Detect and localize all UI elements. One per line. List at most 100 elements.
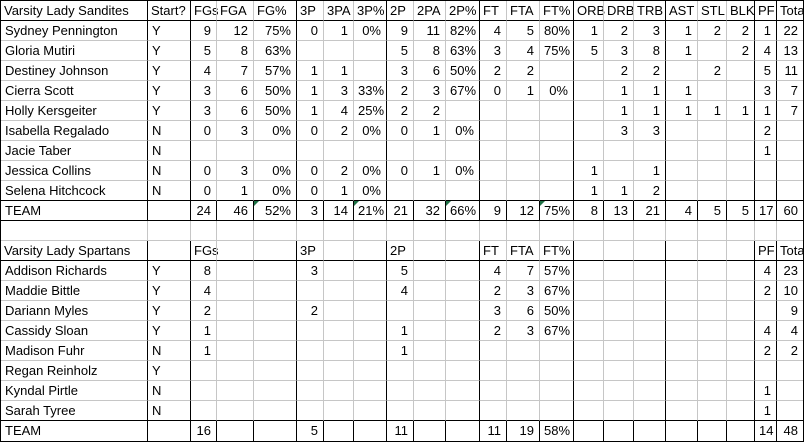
- header-cell[interactable]: 3P: [296, 1, 323, 21]
- stat-cell[interactable]: [413, 361, 445, 381]
- team-total-cell[interactable]: 46: [216, 201, 253, 221]
- empty-cell[interactable]: [603, 221, 633, 241]
- team-total-cell[interactable]: [353, 421, 386, 441]
- team-total-cell[interactable]: 3: [296, 201, 323, 221]
- team-total-cell[interactable]: 52%: [253, 201, 296, 221]
- stat-cell[interactable]: 22: [776, 21, 803, 41]
- team-total-cell[interactable]: 11: [386, 421, 413, 441]
- stat-cell[interactable]: 2: [190, 301, 216, 321]
- stat-cell[interactable]: [603, 281, 633, 301]
- stat-cell[interactable]: [603, 261, 633, 281]
- starter-cell[interactable]: N: [147, 161, 190, 181]
- table-title-cell[interactable]: Varsity Lady Spartans: [1, 241, 147, 261]
- stat-cell[interactable]: [253, 281, 296, 301]
- stat-cell[interactable]: 2: [697, 21, 726, 41]
- stat-cell[interactable]: 4: [190, 61, 216, 81]
- stat-cell[interactable]: 10: [776, 281, 803, 301]
- stat-cell[interactable]: 2: [323, 121, 353, 141]
- stat-cell[interactable]: [573, 321, 603, 341]
- stat-cell[interactable]: 1: [323, 21, 353, 41]
- stat-cell[interactable]: 1: [665, 81, 697, 101]
- stat-cell[interactable]: 1: [603, 81, 633, 101]
- stat-cell[interactable]: [386, 361, 413, 381]
- header-cell[interactable]: ORB: [573, 1, 605, 21]
- team-total-cell[interactable]: [413, 421, 445, 441]
- stat-cell[interactable]: 8: [216, 41, 253, 61]
- stat-cell[interactable]: 82%: [445, 21, 479, 41]
- empty-cell[interactable]: [506, 221, 539, 241]
- stat-cell[interactable]: 8: [633, 41, 665, 61]
- stat-cell[interactable]: [726, 321, 754, 341]
- header-cell[interactable]: [323, 241, 353, 261]
- stat-cell[interactable]: [506, 161, 539, 181]
- stat-cell[interactable]: 2: [776, 341, 803, 361]
- team-label-cell[interactable]: TEAM: [5, 423, 42, 438]
- player-name-cell[interactable]: Jessica Collins: [1, 161, 147, 181]
- stat-cell[interactable]: [726, 361, 754, 381]
- stat-cell[interactable]: [445, 281, 479, 301]
- team-total-cell[interactable]: 48: [776, 421, 803, 441]
- stat-cell[interactable]: [386, 181, 413, 201]
- stat-cell[interactable]: 7: [216, 61, 253, 81]
- stat-cell[interactable]: [445, 381, 479, 401]
- stat-cell[interactable]: [323, 361, 353, 381]
- stat-cell[interactable]: 50%: [445, 61, 479, 81]
- team-total-cell[interactable]: [323, 421, 353, 441]
- team-total-cell[interactable]: 11: [479, 421, 506, 441]
- stat-cell[interactable]: [539, 401, 573, 421]
- stat-cell[interactable]: [296, 321, 323, 341]
- header-cell[interactable]: [413, 241, 445, 261]
- stat-cell[interactable]: [506, 401, 539, 421]
- stat-cell[interactable]: [697, 341, 726, 361]
- stat-cell[interactable]: [296, 141, 323, 161]
- stat-cell[interactable]: 3: [296, 261, 323, 281]
- header-cell[interactable]: FT%: [539, 1, 573, 21]
- header-cell[interactable]: [445, 241, 479, 261]
- stat-cell[interactable]: 1: [573, 181, 603, 201]
- stat-cell[interactable]: [296, 341, 323, 361]
- stat-cell[interactable]: 7: [506, 261, 539, 281]
- starter-cell[interactable]: N: [147, 121, 190, 141]
- stat-cell[interactable]: 0%: [539, 81, 573, 101]
- stat-cell[interactable]: [573, 101, 603, 121]
- stat-cell[interactable]: 1: [190, 321, 216, 341]
- empty-cell[interactable]: [726, 221, 754, 241]
- stat-cell[interactable]: [253, 401, 296, 421]
- starter-cell[interactable]: Y: [147, 21, 190, 41]
- stat-cell[interactable]: [776, 381, 803, 401]
- empty-cell[interactable]: [479, 221, 506, 241]
- team-total-cell[interactable]: [253, 421, 296, 441]
- stat-cell[interactable]: 1: [296, 101, 323, 121]
- stat-cell[interactable]: 1: [754, 101, 776, 121]
- stat-cell[interactable]: 23: [776, 261, 803, 281]
- stat-cell[interactable]: 0: [190, 161, 216, 181]
- header-cell[interactable]: FGs: [190, 241, 219, 261]
- stat-cell[interactable]: 11: [413, 21, 445, 41]
- stat-cell[interactable]: [697, 401, 726, 421]
- stat-cell[interactable]: [479, 161, 506, 181]
- team-total-cell[interactable]: 24: [190, 201, 216, 221]
- stat-cell[interactable]: [216, 361, 253, 381]
- stat-cell[interactable]: [216, 261, 253, 281]
- header-cell[interactable]: [353, 241, 386, 261]
- stat-cell[interactable]: 0: [479, 81, 506, 101]
- stat-cell[interactable]: 2: [386, 101, 413, 121]
- stat-cell[interactable]: [253, 321, 296, 341]
- player-name-cell[interactable]: Isabella Regalado: [1, 121, 147, 141]
- stat-cell[interactable]: 1: [386, 321, 413, 341]
- team-total-cell[interactable]: 21: [633, 201, 665, 221]
- starter-cell[interactable]: Y: [147, 101, 190, 121]
- stat-cell[interactable]: 4: [506, 41, 539, 61]
- stat-cell[interactable]: 2: [603, 61, 633, 81]
- stat-cell[interactable]: 67%: [445, 81, 479, 101]
- stat-cell[interactable]: [573, 261, 603, 281]
- stat-cell[interactable]: [665, 141, 697, 161]
- stat-cell[interactable]: 0: [296, 121, 323, 141]
- stat-cell[interactable]: [697, 121, 726, 141]
- stat-cell[interactable]: 6: [216, 81, 253, 101]
- header-cell[interactable]: [633, 241, 665, 261]
- stat-cell[interactable]: [633, 401, 665, 421]
- stat-cell[interactable]: [754, 161, 776, 181]
- player-name-cell[interactable]: Madison Fuhr: [1, 341, 147, 361]
- team-total-cell[interactable]: 58%: [539, 421, 573, 441]
